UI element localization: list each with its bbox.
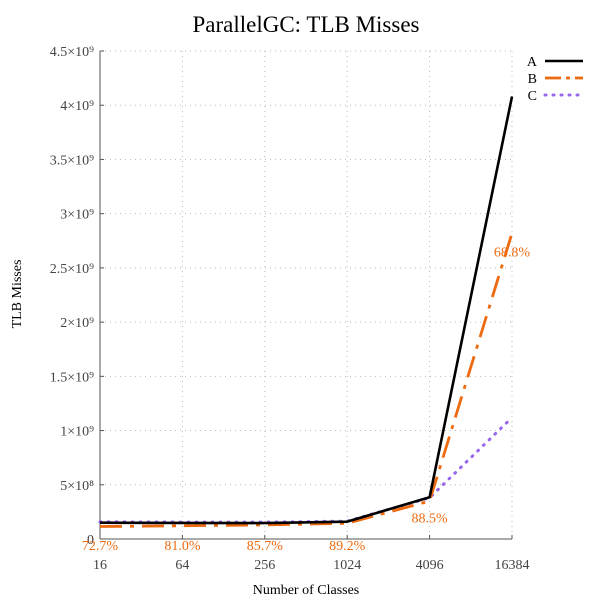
x-axis-label: Number of Classes [253,583,360,598]
x-tick-label: 16384 [495,558,530,573]
annotations: 72.7% 81.0% 85.7% 89.2% 88.5% 68.8% [82,246,531,554]
y-axis-label: TLB Misses [10,260,25,329]
y-tick-label: 1.5×10⁹ [50,370,94,385]
gridlines [100,50,513,539]
y-tick-label: 5×10⁸ [60,479,94,494]
y-tick-label: 4×10⁹ [60,99,94,114]
series-line-c [98,416,514,524]
x-tick-label: 64 [175,558,189,573]
legend: ABC [527,55,585,104]
chart-title: ParallelGC: TLB Misses [192,12,419,37]
y-tick-label: 0 [87,533,94,548]
series-line-b [99,232,514,528]
x-tick-label: 256 [254,558,275,573]
percent-label: 81.0% [164,539,201,554]
y-tick-label: 4.5×10⁹ [50,45,94,60]
legend-label-c: C [528,89,537,104]
y-tick-label: 3×10⁹ [60,208,94,223]
x-tick-label: 1024 [333,558,361,573]
percent-label: 88.5% [412,511,449,526]
x-tick-label: 16 [93,558,107,573]
y-tick-label: 3.5×10⁹ [50,153,94,168]
percent-label: 89.2% [329,539,366,554]
y-tick-label: 2×10⁹ [60,316,94,331]
x-tick-label: 4096 [416,558,444,573]
percent-label: 72.7% [82,539,119,554]
legend-label-b: B [528,72,537,87]
axes: 0 5×10⁸ 1×10⁹ 1.5×10⁹ 2×10⁹ 2.5×10⁹ 3×10⁹ 3.5×1… [50,45,530,573]
series-lines [98,96,514,528]
legend-label-a: A [527,55,538,70]
y-tick-label: 2.5×10⁹ [50,262,94,277]
percent-label: 85.7% [247,539,284,554]
y-tick-label: 1×10⁹ [60,425,94,440]
series-line-a [99,96,514,525]
percent-label: 68.8% [494,246,531,261]
